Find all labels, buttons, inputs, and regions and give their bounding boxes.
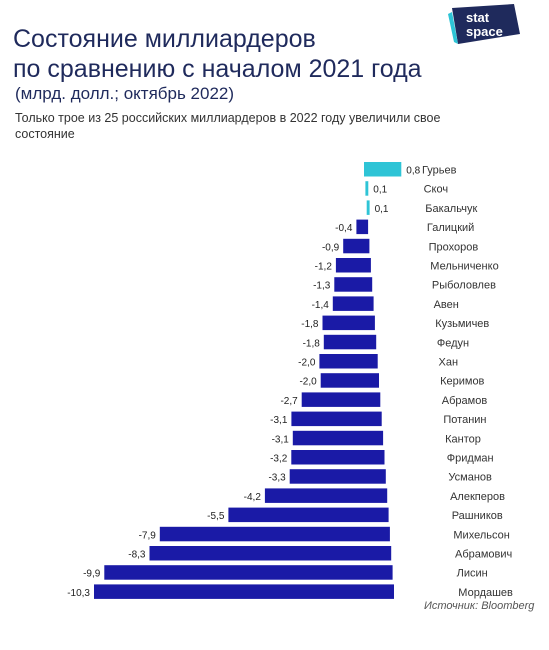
value-label-10: -1,8: [303, 338, 321, 349]
value-label-21: -8,3: [128, 550, 146, 561]
bar-10: [323, 334, 377, 350]
bar-20: [159, 526, 390, 542]
category-label-6: Мельниченко: [430, 261, 498, 273]
statspace-logo: stat space: [448, 4, 520, 44]
value-label-17: -3,3: [268, 473, 286, 484]
value-label-5: -0,9: [322, 242, 340, 253]
bar-15: [292, 430, 384, 446]
value-label-22: -9,9: [83, 569, 101, 580]
value-label-23: -10,3: [67, 588, 90, 599]
category-label-1: Гурьев: [422, 165, 457, 177]
bar-16: [291, 450, 385, 465]
value-label-16: -3,2: [270, 454, 288, 465]
svg-text:stat: stat: [466, 10, 490, 25]
bar-7: [334, 277, 373, 292]
category-label-3: Бакальчук: [425, 203, 477, 215]
bar-5: [343, 238, 370, 254]
value-label-7: -1,3: [313, 281, 331, 292]
bar-18: [264, 488, 388, 503]
value-label-1: 0,8: [406, 166, 420, 177]
value-label-13: -2,7: [280, 396, 298, 407]
category-label-14: Потанин: [443, 414, 486, 426]
value-label-15: -3,1: [272, 434, 290, 445]
category-label-16: Фридман: [447, 453, 494, 465]
category-label-11: Хан: [439, 357, 459, 369]
value-label-14: -3,1: [270, 415, 288, 426]
value-label-2: 0,1: [373, 185, 387, 196]
value-label-6: -1,2: [315, 262, 333, 273]
value-label-18: -4,2: [244, 492, 262, 503]
value-label-11: -2,0: [298, 358, 316, 369]
category-label-18: Алекперов: [450, 491, 505, 503]
bar-2: [365, 181, 369, 196]
bar-6: [335, 258, 371, 273]
bar-11: [319, 354, 378, 369]
source-label: Источник: Bloomberg: [424, 600, 535, 612]
category-label-23: Мордашев: [458, 587, 513, 599]
category-label-13: Абрамов: [442, 395, 488, 407]
value-label-4: -0,4: [335, 223, 353, 234]
bar-17: [289, 469, 386, 484]
svg-text:space: space: [466, 24, 503, 39]
page-title: Состояние миллиардеров по сравнению с на…: [13, 24, 453, 84]
category-label-22: Лисин: [457, 568, 488, 580]
category-label-9: Кузьмичев: [435, 318, 489, 330]
bar-23: [94, 584, 394, 599]
category-label-4: Галицкий: [427, 222, 474, 234]
category-label-15: Кантор: [445, 433, 481, 445]
category-label-7: Рыболовлев: [432, 280, 496, 292]
value-label-9: -1,8: [301, 319, 319, 330]
bar-4: [356, 219, 369, 235]
bar-14: [291, 411, 382, 427]
bar-9: [322, 315, 375, 331]
value-label-12: -2,0: [299, 377, 317, 388]
value-label-3: 0,1: [375, 204, 389, 215]
value-label-19: -5,5: [207, 511, 225, 522]
category-label-5: Прохоров: [429, 241, 479, 253]
category-label-2: Скоч: [424, 184, 449, 196]
bar-13: [301, 392, 381, 407]
bar-3: [366, 200, 370, 215]
category-label-12: Керимов: [440, 376, 484, 388]
category-label-21: Абрамович: [455, 549, 512, 561]
value-label-8: -1,4: [312, 300, 330, 311]
category-label-20: Михельсон: [453, 529, 509, 541]
bar-19: [228, 507, 389, 523]
title-line-1: Состояние миллиардеров: [13, 25, 316, 53]
title-line-2: по сравнению с началом 2021 года: [13, 55, 422, 83]
chart-note: Только трое из 25 российских миллиардеро…: [15, 111, 441, 141]
bar-8: [332, 296, 374, 311]
value-label-20: -7,9: [139, 530, 157, 541]
category-label-8: Авен: [434, 299, 459, 311]
chart-subtitle: (млрд. долл.; октябрь 2022): [15, 84, 235, 103]
bar-12: [320, 373, 379, 388]
category-label-17: Усманов: [448, 472, 492, 484]
bar-22: [104, 565, 393, 580]
category-label-10: Федун: [437, 337, 469, 349]
category-label-19: Рашников: [452, 510, 503, 522]
bar-21: [149, 546, 392, 561]
bar-1: [364, 162, 402, 177]
